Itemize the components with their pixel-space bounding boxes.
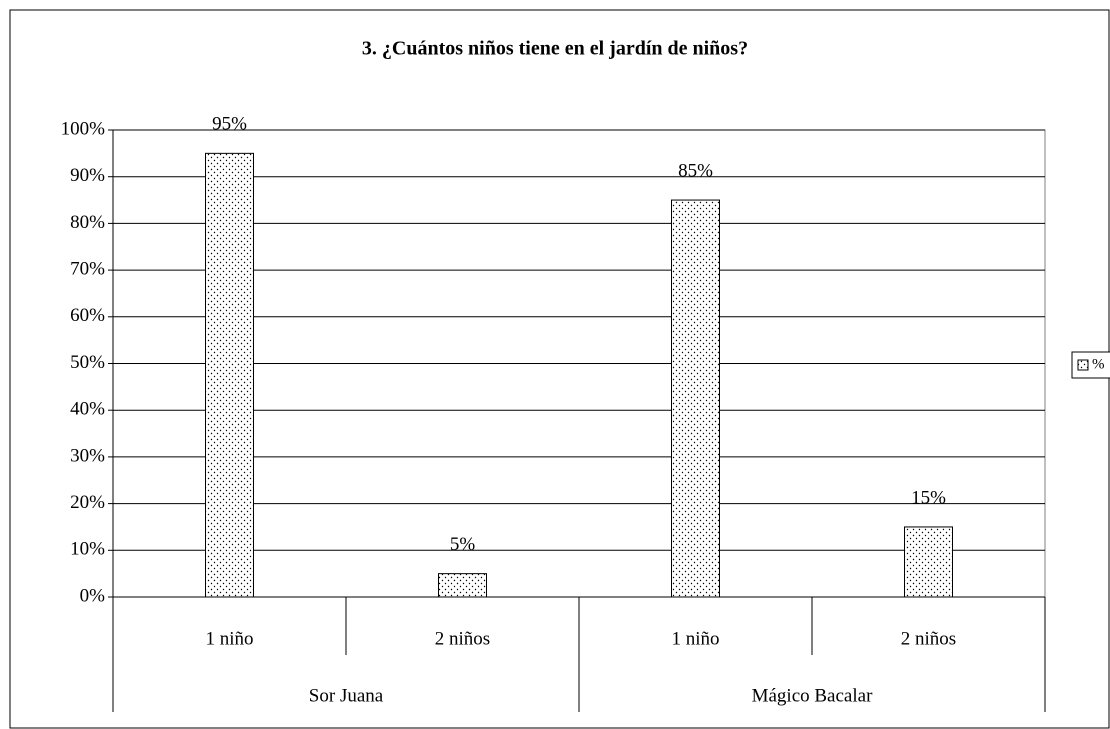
y-tick-label: 10% (70, 539, 105, 560)
data-label: 95% (212, 114, 247, 135)
y-tick-label: 20% (70, 492, 105, 513)
data-label: 15% (911, 487, 946, 508)
y-tick-label: 30% (70, 445, 105, 466)
y-tick-label: 70% (70, 258, 105, 279)
chart-border (9, 9, 1110, 729)
bar (671, 199, 720, 598)
x-tick-label: 2 niños (901, 628, 956, 649)
bar (904, 526, 953, 598)
x-tick-label: 1 niño (205, 628, 253, 649)
data-label: 5% (450, 534, 476, 555)
y-tick-label: 0% (80, 585, 106, 606)
y-tick-label: 60% (70, 305, 105, 326)
legend-swatch (1077, 359, 1089, 371)
data-label: 85% (678, 160, 713, 181)
y-tick-label: 90% (70, 165, 105, 186)
bar (438, 573, 487, 598)
chart-title: 3. ¿Cuántos niños tiene en el jardín de … (362, 38, 748, 60)
x-tick-label: 1 niño (671, 628, 719, 649)
group-label: Sor Juana (309, 685, 384, 706)
x-tick-label: 2 niños (435, 628, 490, 649)
y-tick-label: 40% (70, 399, 105, 420)
y-tick-label: 100% (61, 118, 106, 139)
group-label: Mágico Bacalar (752, 685, 873, 706)
y-tick-label: 50% (70, 352, 105, 373)
bar (205, 152, 254, 598)
legend-label: % (1092, 356, 1105, 372)
y-tick-label: 80% (70, 212, 105, 233)
legend-box (1071, 351, 1110, 379)
